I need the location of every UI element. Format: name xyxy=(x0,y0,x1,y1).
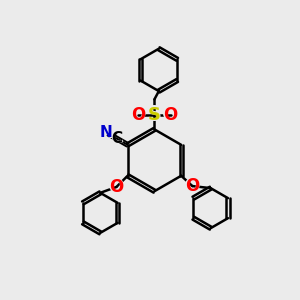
Text: O: O xyxy=(184,177,201,196)
Text: O: O xyxy=(131,106,145,124)
Text: O: O xyxy=(162,105,179,124)
Text: O: O xyxy=(185,177,200,195)
Text: N: N xyxy=(100,125,113,140)
Text: S: S xyxy=(147,105,162,125)
Text: C: C xyxy=(111,131,122,146)
Text: C: C xyxy=(110,129,123,147)
Text: S: S xyxy=(148,106,161,124)
Text: O: O xyxy=(164,106,178,124)
Text: O: O xyxy=(130,105,146,124)
Text: O: O xyxy=(108,178,125,196)
Text: O: O xyxy=(109,178,124,196)
Text: N: N xyxy=(99,124,114,142)
